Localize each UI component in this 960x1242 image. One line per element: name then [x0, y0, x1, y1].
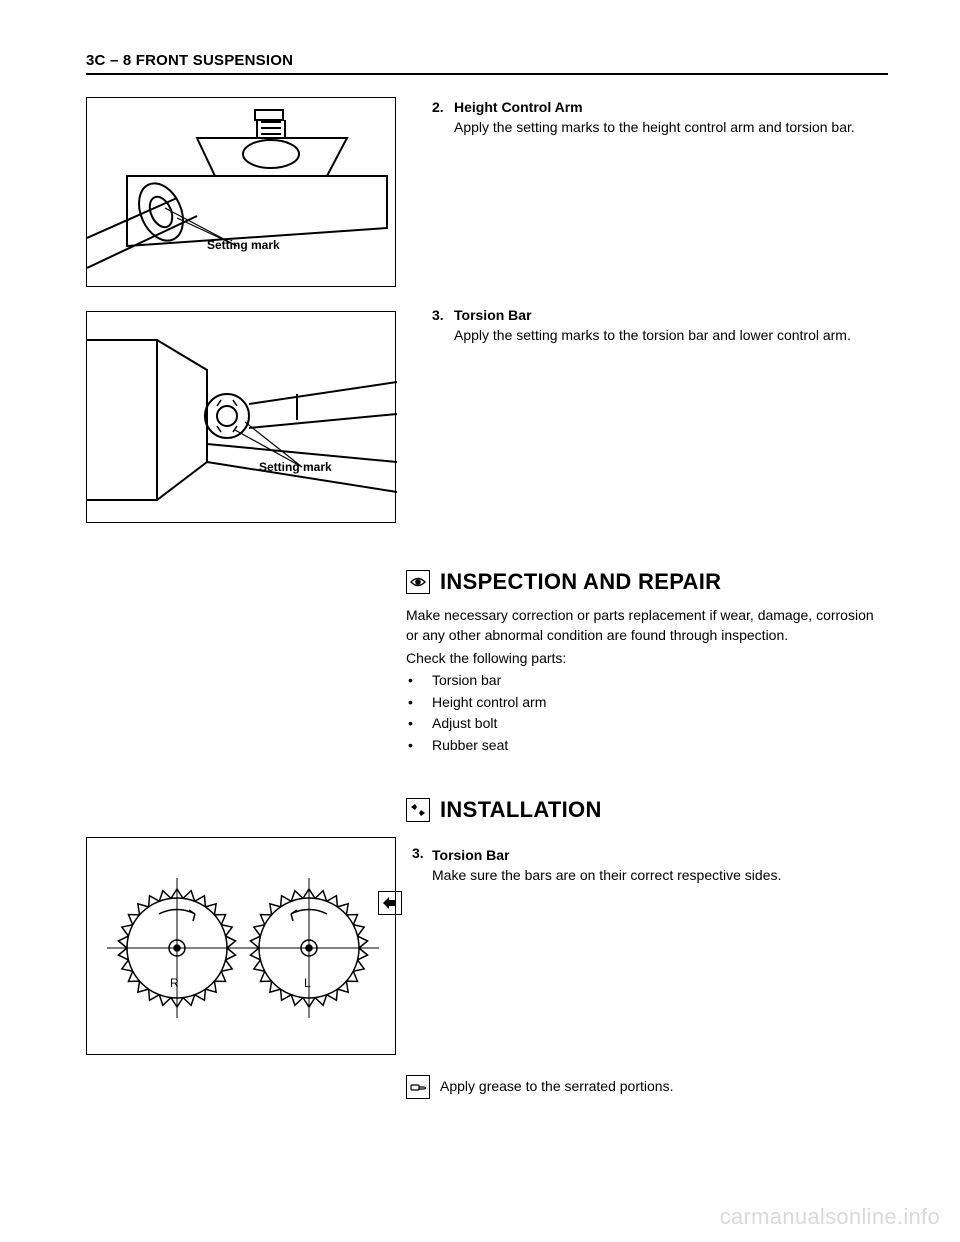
- inspection-para1: Make necessary correction or parts repla…: [406, 605, 888, 646]
- install-step3-title: Torsion Bar: [432, 847, 510, 863]
- fig1-label: Setting mark: [207, 238, 280, 252]
- figure-2: Setting mark: [86, 311, 396, 523]
- step-3a-body: Apply the setting marks to the torsion b…: [454, 327, 851, 343]
- bullet-item: Height control arm: [406, 692, 888, 714]
- figure-3: R L: [86, 837, 396, 1055]
- arrows-in-icon: [406, 798, 430, 822]
- watermark: carmanualsonline.info: [720, 1204, 940, 1230]
- install-step3-num: 3.: [412, 845, 432, 861]
- installation-heading: INSTALLATION: [440, 797, 602, 823]
- bullet-item: Torsion bar: [406, 670, 888, 692]
- step-3a-title: Torsion Bar: [454, 307, 532, 323]
- bullet-item: Rubber seat: [406, 735, 888, 757]
- fig2-label: Setting mark: [259, 460, 332, 474]
- step-3a-num: 3.: [432, 305, 454, 346]
- step-2-title: Height Control Arm: [454, 99, 583, 115]
- fig3-l-label: L: [304, 976, 311, 990]
- installation-heading-row: INSTALLATION: [406, 797, 888, 823]
- inspection-para2: Check the following parts:: [406, 648, 888, 668]
- inspection-heading: INSPECTION AND REPAIR: [440, 569, 721, 595]
- step-2-num: 2.: [432, 97, 454, 138]
- page-header: 3C – 8 FRONT SUSPENSION: [86, 52, 888, 75]
- step-2-body: Apply the setting marks to the height co…: [454, 119, 855, 135]
- bullet-item: Adjust bolt: [406, 713, 888, 735]
- arrow-left-icon: [378, 891, 402, 915]
- inspection-bullets: Torsion bar Height control arm Adjust bo…: [406, 670, 888, 757]
- apply-grease-text: Apply grease to the serrated portions.: [440, 1075, 673, 1094]
- step-2: 2. Height Control Arm Apply the setting …: [432, 97, 888, 138]
- step-3a: 3. Torsion Bar Apply the setting marks t…: [432, 305, 888, 346]
- install-step3-body: Make sure the bars are on their correct …: [432, 867, 781, 883]
- figure-1: Setting mark: [86, 97, 396, 287]
- eye-icon: [406, 570, 430, 594]
- inspection-heading-row: INSPECTION AND REPAIR: [406, 569, 888, 595]
- grease-icon: [406, 1075, 430, 1099]
- fig3-r-label: R: [170, 976, 179, 990]
